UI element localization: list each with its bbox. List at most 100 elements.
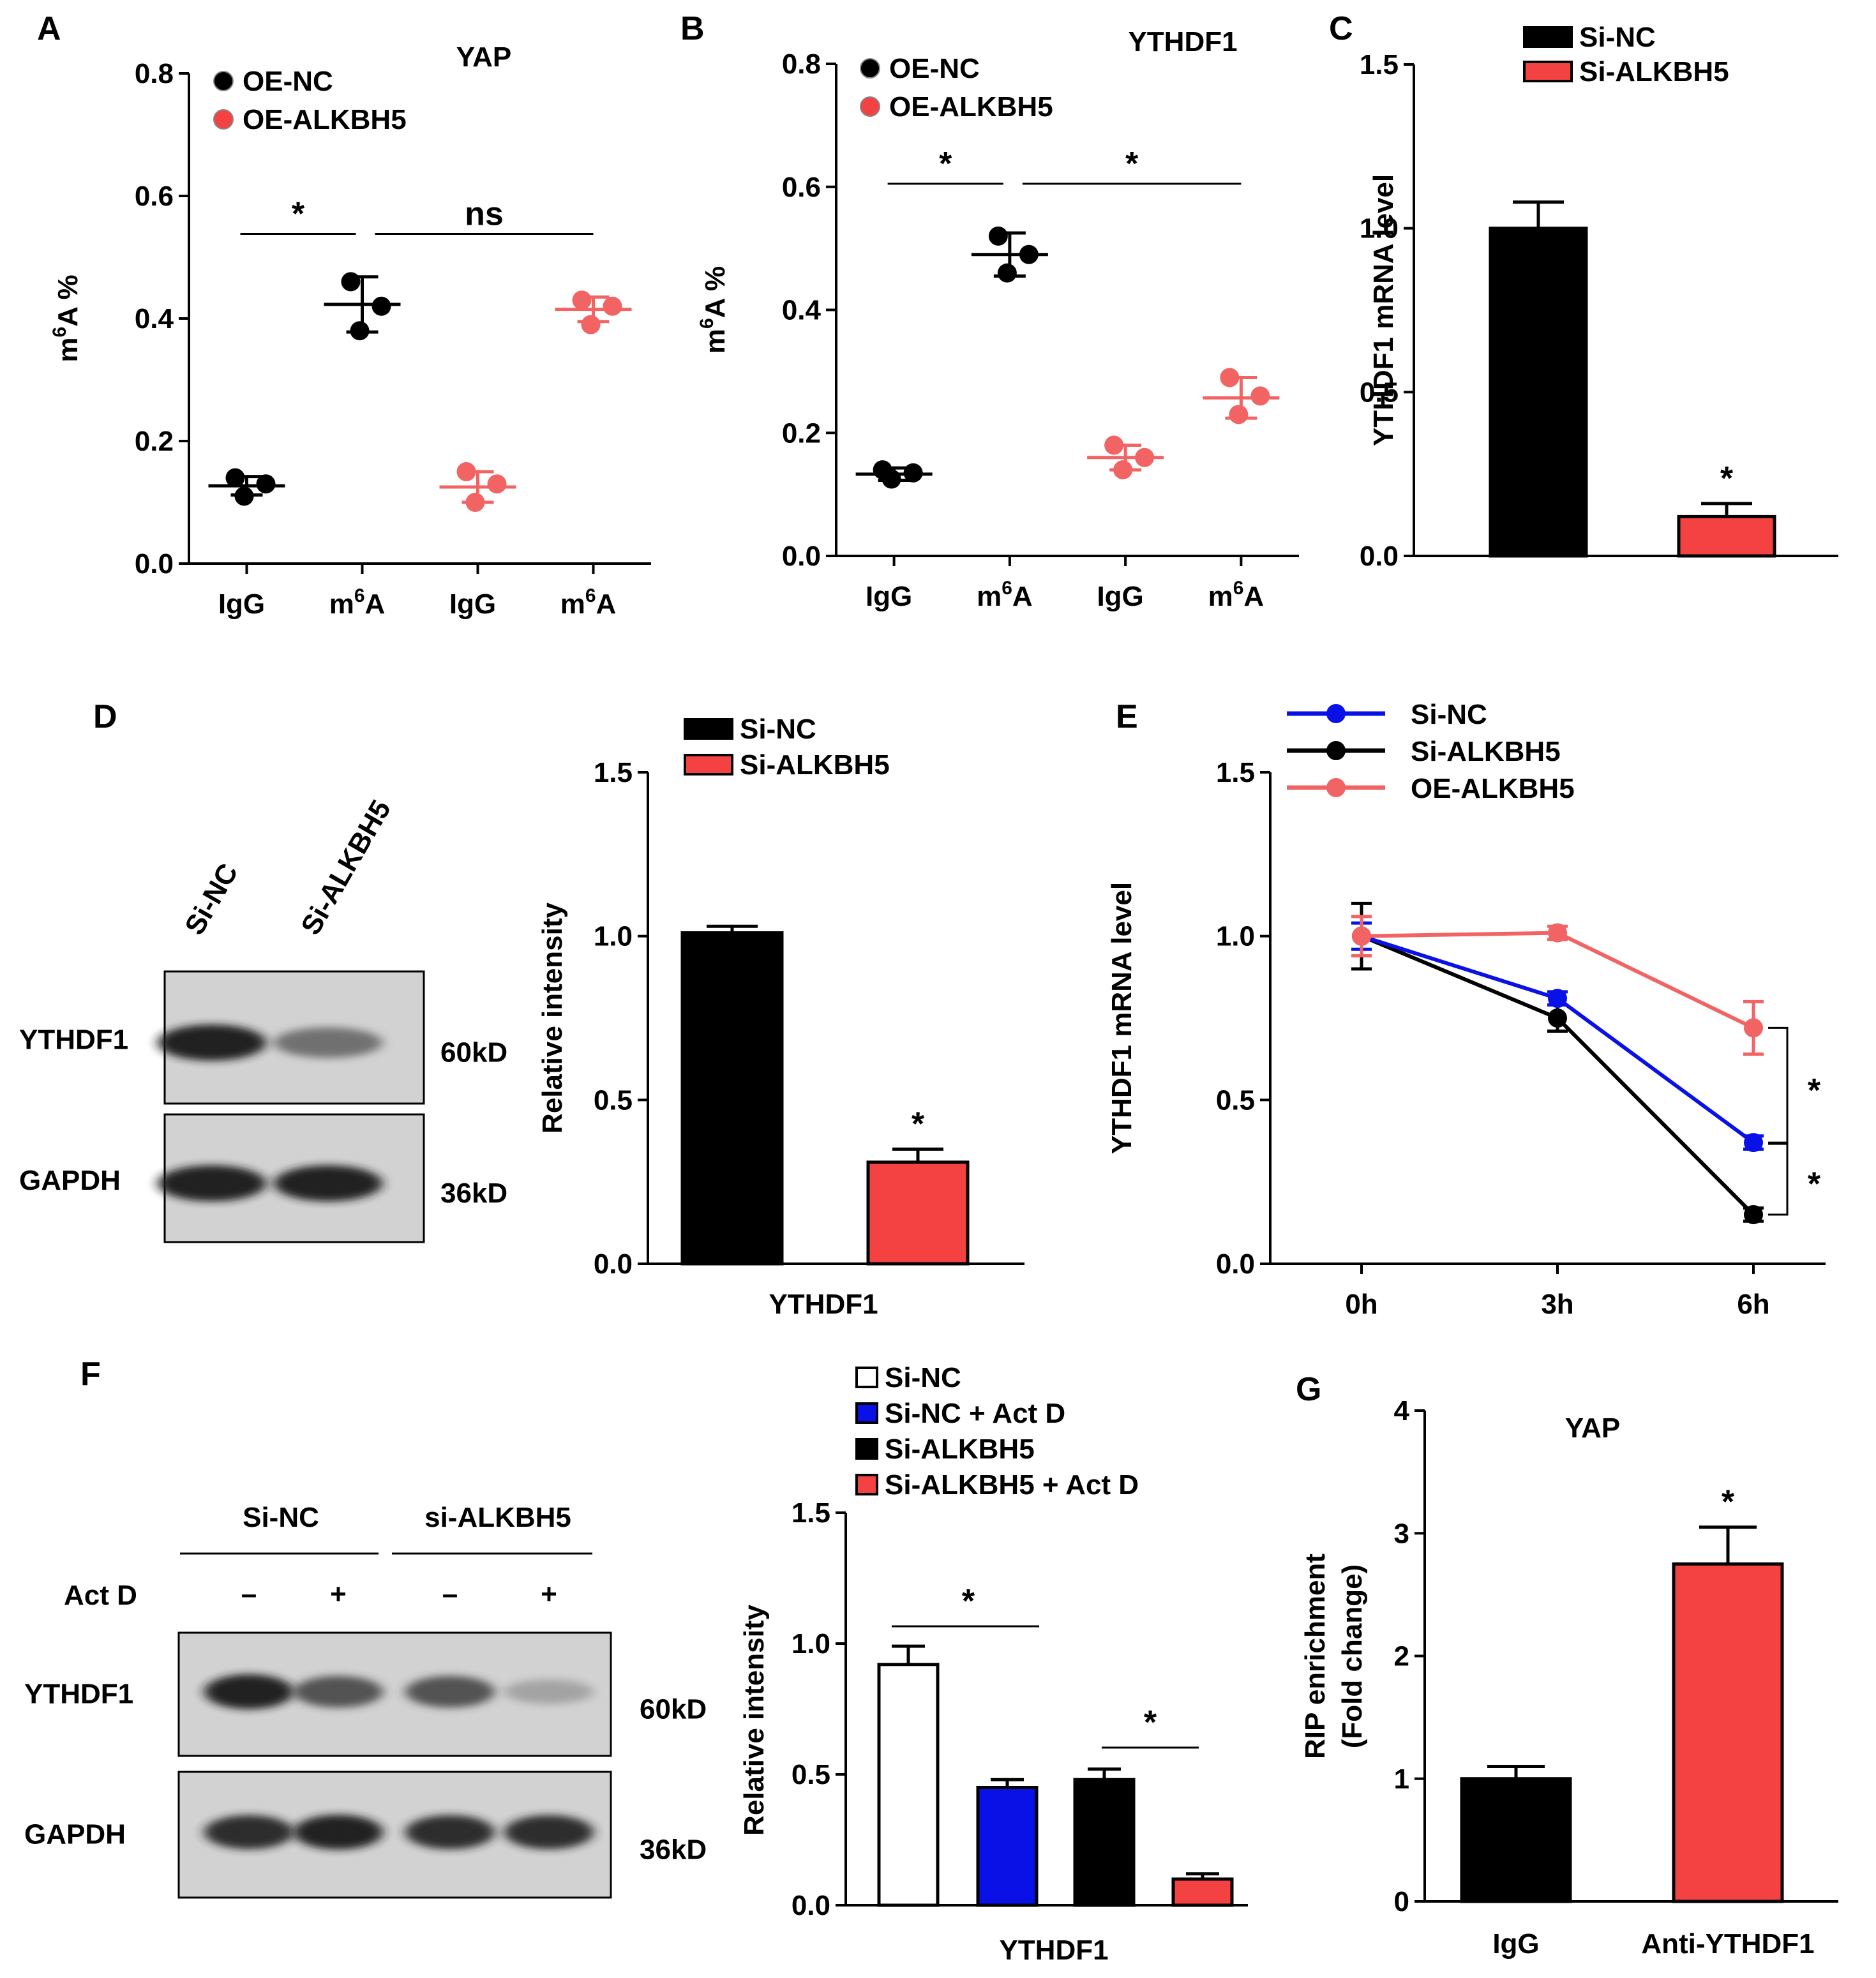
data-point [903, 463, 923, 483]
size-label-ythdf1: 60kD [640, 1694, 707, 1725]
significance-label: * [962, 1583, 975, 1620]
y-tick-label: 0.0 [782, 541, 821, 572]
bar-1-significance: * [1720, 460, 1734, 497]
x-tick-label-1: m6A [329, 585, 386, 620]
y-axis-title: YTHDF1 mRNA level [1368, 174, 1399, 446]
lane-label-0: Si-NC [179, 858, 244, 940]
significance-label: ns [465, 196, 504, 233]
x-tick-label-3: m6A [1208, 578, 1264, 612]
legend-oe-alkbh5-marker [860, 96, 880, 117]
legend-f-0-label: Si-NC [885, 1362, 961, 1393]
y-tick-label: 0.8 [135, 58, 174, 89]
data-point [581, 315, 601, 334]
y-tick-label: 1.0 [594, 921, 633, 952]
y-tick-label: 3 [1394, 1518, 1409, 1549]
band-ythdf1-3 [504, 1679, 594, 1704]
y-tick-label: 0.4 [135, 303, 174, 334]
y-tick-label: 0.0 [1216, 1248, 1255, 1280]
legend-label-0: Si-NC [1411, 699, 1487, 730]
panel-f-relative-intensity-bar: 0.0 0.5 1.0 1.5 Si-NC Si-NC + Act D Si-ALKBH5 S… [739, 1362, 1248, 1966]
band-gapdh-1 [274, 1165, 382, 1202]
significance-label: * [1144, 1704, 1157, 1741]
significance-label: * [1808, 1072, 1821, 1109]
act-mark-2: – [442, 1578, 458, 1610]
y-axis-title: m6A % [696, 266, 731, 354]
y-tick-label: 0.8 [782, 49, 821, 80]
size-label-ythdf1: 60kD [440, 1037, 507, 1068]
x-axis-title: YTHDF1 [769, 1289, 878, 1320]
y-axis-title-line1: RIP enrichment [1300, 1554, 1331, 1759]
chart-title: YTHDF1 [1128, 26, 1237, 57]
legend-oe-nc-label: OE-NC [243, 66, 333, 97]
series-2-point-1 [1548, 923, 1567, 943]
act-mark-1: + [330, 1578, 347, 1610]
legend-oe-alkbh5-label: OE-ALKBH5 [889, 91, 1053, 123]
x-tick-label-0: IgG [866, 581, 912, 612]
act-mark-3: + [541, 1578, 557, 1610]
significance-bracket [1768, 1026, 1789, 1144]
significance-bracket [1768, 1143, 1789, 1216]
data-point [371, 296, 391, 316]
panel-letter-d: D [93, 698, 117, 735]
data-point [456, 462, 476, 481]
data-point [1229, 405, 1249, 424]
x-tick-label-1: Anti-YTHDF1 [1641, 1928, 1814, 1959]
legend-marker-0 [1326, 704, 1346, 723]
band-ythdf1-1 [294, 1675, 383, 1708]
row-label-gapdh: GAPDH [19, 1165, 121, 1196]
band-gapdh-2 [405, 1815, 495, 1850]
x-tick-label-1: m6A [977, 578, 1033, 612]
series-line-0 [1361, 934, 1755, 1144]
y-tick-label: 0.4 [782, 295, 822, 326]
y-tick-label: 0.6 [135, 181, 174, 212]
legend-f-0-swatch [855, 1367, 878, 1388]
band-ythdf1-0 [158, 1024, 266, 1061]
panel-letter-a: A [37, 10, 61, 47]
data-point [487, 474, 507, 494]
group-label-1: si-ALKBH5 [424, 1502, 571, 1533]
legend-si-nc-swatch [1523, 26, 1573, 48]
band-ythdf1-1 [274, 1027, 382, 1058]
x-tick-label-2: IgG [1097, 581, 1143, 612]
series-2-point-0 [1352, 926, 1371, 946]
y-tick-label: 1.0 [1360, 213, 1399, 244]
panel-letter-c: C [1329, 10, 1353, 47]
data-point [1113, 460, 1133, 480]
data-point [882, 469, 901, 489]
x-tick-label-2: IgG [449, 588, 496, 620]
legend-oe-nc-marker [860, 58, 880, 79]
data-point [225, 468, 245, 488]
legend-marker-2 [1326, 778, 1346, 797]
y-tick-label: 0.0 [594, 1248, 633, 1280]
y-tick-label: 0.5 [1360, 377, 1399, 408]
data-point [1135, 447, 1155, 467]
x-tick-label-2: 6h [1737, 1289, 1769, 1320]
band-gapdh-3 [504, 1815, 594, 1850]
data-point [988, 226, 1008, 246]
y-tick-label: 1.0 [792, 1628, 830, 1660]
data-point [350, 321, 370, 341]
legend-f-1-swatch [855, 1402, 878, 1424]
legend-f-3-swatch [855, 1474, 878, 1495]
data-point [1220, 368, 1240, 387]
y-tick-label: 0.0 [135, 548, 174, 580]
significance-label: * [1808, 1166, 1821, 1203]
bar-0 [1460, 1777, 1572, 1903]
band-ythdf1-0 [204, 1674, 294, 1709]
y-tick-label: 1.0 [1216, 921, 1255, 952]
chart-title: YAP [456, 41, 511, 73]
bar-1 [1672, 1562, 1784, 1903]
act-mark-0: – [241, 1578, 257, 1610]
legend-label-1: Si-ALKBH5 [1411, 736, 1561, 767]
bar-1 [1677, 514, 1776, 558]
row-label-gapdh: GAPDH [24, 1819, 126, 1850]
legend-si-nc-label: Si-NC [1579, 22, 1656, 53]
bar-2 [1073, 1778, 1136, 1907]
size-label-gapdh: 36kD [640, 1834, 707, 1866]
data-point [1104, 435, 1124, 455]
legend-oe-nc-marker [213, 71, 234, 91]
legend-oe-alkbh5-marker [213, 109, 234, 130]
data-point [997, 263, 1017, 283]
band-gapdh-0 [204, 1815, 294, 1850]
legend-f-2-swatch [855, 1438, 878, 1460]
